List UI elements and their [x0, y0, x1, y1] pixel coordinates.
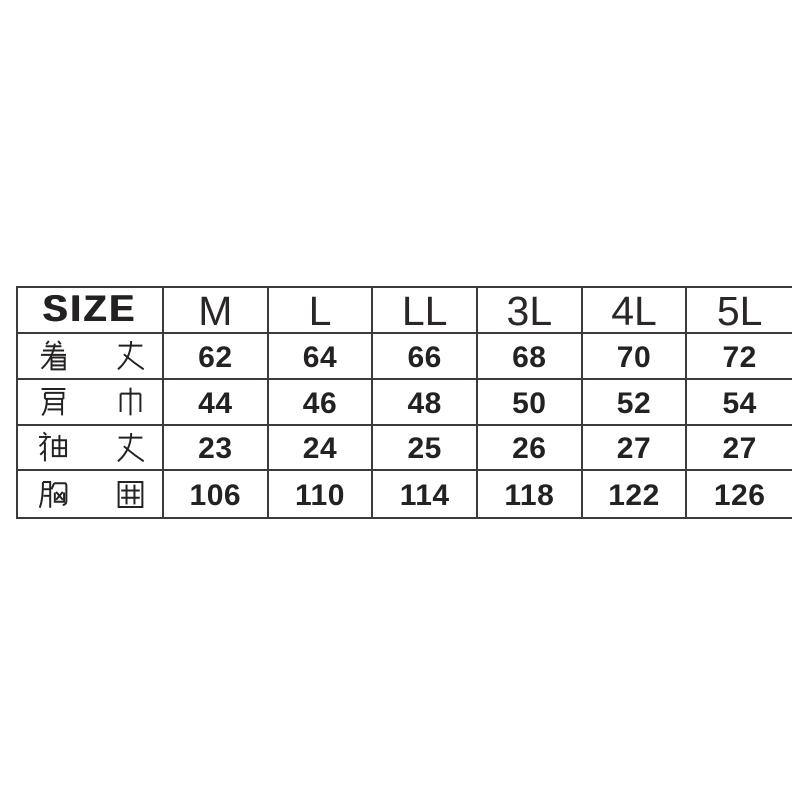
column-header-4l-label: 4L: [611, 288, 657, 334]
column-header-3l-label: 3L: [506, 288, 553, 334]
value-text: 68: [512, 340, 547, 374]
column-header-m: M: [164, 288, 269, 334]
size-header-cell: SIZE: [18, 288, 164, 334]
value-cell: 118: [478, 471, 583, 517]
value-text: 24: [302, 432, 338, 466]
kanji-sode-glyph: [37, 431, 68, 463]
value-text: 52: [616, 386, 652, 420]
value-cell: 62: [164, 334, 269, 380]
kanji-cha-glyph: [39, 340, 68, 371]
value-cell: 48: [373, 379, 478, 426]
value-cell: 110: [269, 471, 374, 517]
value-text: 27: [722, 432, 757, 466]
value-cell: 25: [373, 425, 478, 472]
value-cell: 27: [582, 425, 688, 472]
column-header-l: L: [268, 288, 374, 334]
column-header-m-label: M: [198, 288, 233, 334]
value-text: 48: [407, 386, 442, 420]
value-text: 66: [407, 340, 442, 374]
value-cell: 72: [687, 334, 792, 380]
column-header-ll: LL: [373, 288, 478, 334]
kanji-haba-glyph: [119, 386, 142, 417]
value-cell: 52: [582, 379, 688, 426]
value-text: 62: [198, 340, 233, 374]
value-text: 54: [722, 386, 757, 420]
column-header-4l: 4L: [582, 288, 688, 334]
value-cell: 26: [477, 425, 583, 472]
value-text: 44: [198, 386, 233, 420]
column-header-5l: 5L: [687, 288, 792, 334]
size-chart-table: SIZE M L LL 3L 4L 5L 着丈 62 64 66 68 70: [16, 286, 792, 519]
column-header-5l-label: 5L: [716, 288, 763, 334]
value-text: 126: [713, 479, 766, 513]
value-text: 106: [189, 479, 242, 513]
measurement-label-cell-kyoui: 胸囲: [18, 471, 164, 517]
value-cell: 66: [373, 334, 478, 380]
value-cell: 106: [164, 471, 269, 517]
value-text: 72: [722, 340, 757, 374]
value-cell: 46: [268, 379, 374, 426]
column-header-l-label: L: [308, 288, 332, 334]
value-text: 110: [295, 479, 345, 513]
size-title: SIZE: [42, 288, 138, 329]
kanji-mune-glyph: [38, 480, 68, 509]
value-text: 26: [512, 432, 547, 466]
value-cell: 23: [164, 425, 269, 472]
value-cell: 64: [268, 334, 374, 380]
kanji-jou-glyph: [116, 431, 145, 463]
value-text: 50: [512, 386, 547, 420]
value-cell: 70: [582, 334, 688, 380]
value-text: 70: [616, 340, 652, 374]
value-text: 27: [616, 432, 652, 466]
column-header-ll-label: LL: [401, 288, 448, 334]
value-cell: 114: [373, 471, 478, 517]
value-text: 25: [407, 432, 442, 466]
value-cell: 122: [583, 471, 688, 517]
value-text: 23: [198, 432, 233, 466]
value-cell: 54: [687, 380, 792, 426]
kanji-jou-glyph: [116, 340, 145, 371]
kanji-kakomi-glyph: [117, 480, 144, 508]
measurement-label-cell-sodetake: 袖丈: [18, 425, 164, 472]
measurement-label-cell-kitake: 着丈: [18, 334, 164, 380]
value-text: 122: [608, 479, 660, 513]
value-text: 46: [302, 386, 338, 420]
measurement-label-cell-katahaba: 肩巾: [18, 379, 164, 426]
value-cell: 24: [268, 425, 374, 472]
column-header-3l: 3L: [477, 288, 583, 334]
value-text: 64: [302, 340, 338, 374]
value-cell: 126: [687, 471, 792, 517]
kanji-kata-glyph: [40, 388, 67, 417]
value-cell: 68: [477, 334, 583, 380]
value-cell: 50: [477, 379, 583, 426]
value-cell: 27: [687, 426, 792, 472]
value-text: 114: [399, 479, 450, 513]
value-cell: 44: [164, 379, 269, 426]
value-text: 118: [504, 479, 555, 513]
